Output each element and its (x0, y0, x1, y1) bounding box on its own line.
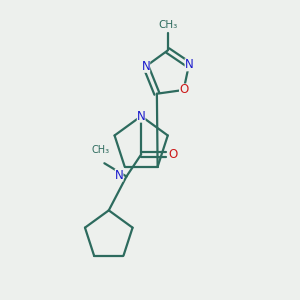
Text: N: N (115, 169, 124, 182)
Text: N: N (141, 60, 150, 73)
Text: N: N (137, 110, 146, 123)
Text: O: O (179, 83, 188, 97)
Text: O: O (168, 148, 177, 161)
Text: N: N (184, 58, 193, 71)
Text: CH₃: CH₃ (92, 145, 110, 155)
Text: CH₃: CH₃ (158, 20, 177, 30)
